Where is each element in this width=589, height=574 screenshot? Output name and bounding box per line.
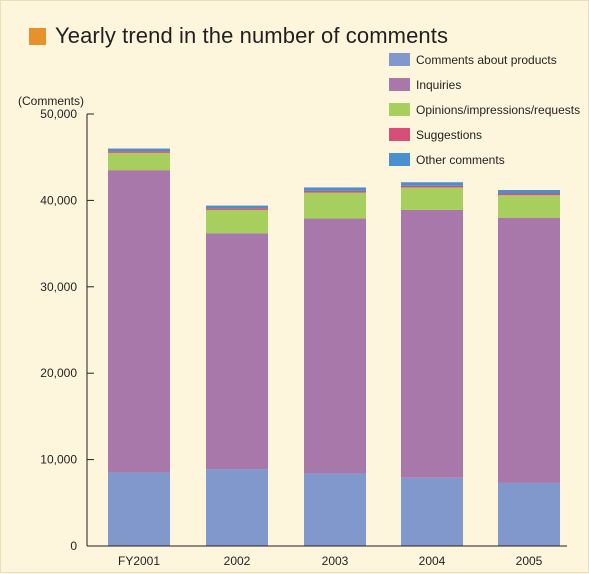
title-marker-icon [29,27,46,45]
legend-swatch [389,53,410,66]
bar-segment [108,151,170,153]
y-tick-label: 30,000 [40,280,77,294]
bar-segment [108,152,170,171]
legend-label: Suggestions [416,128,482,142]
bar-segment [206,469,268,546]
bar-segment [401,209,463,478]
bar-segment [401,477,463,546]
bar-segment [206,233,268,470]
axes: 0 10,000 20,000 30,000 40,000 50,000 FY2001 200… [40,107,567,568]
bar-segment [304,190,366,193]
x-tick-label: 2005 [516,554,543,568]
legend-swatch [389,128,410,141]
x-tick-label: 2003 [322,554,349,568]
legend-label: Inquiries [416,78,461,92]
x-tick-label: 2002 [224,554,251,568]
bar-segment [206,209,268,234]
bars [108,148,560,546]
bar-segment [401,182,463,186]
bar-segment [304,187,366,191]
chart-title-row: Yearly trend in the number of comments [29,23,448,49]
chart-title: Yearly trend in the number of comments [55,23,449,48]
y-tick-label: 50,000 [40,107,77,121]
bar-segment [304,473,366,546]
bar-segment [401,187,463,210]
bar-segment [108,148,170,152]
bar-segment [498,193,560,196]
bar-segment [206,205,268,209]
bar-segment [108,170,170,473]
y-tick-label: 40,000 [40,193,77,207]
bar-segment [498,482,560,546]
legend-swatch [389,103,410,116]
legend-swatch [389,153,410,166]
bar-segment [401,185,463,188]
legend-swatch [389,78,410,91]
bar-segment [206,208,268,210]
bar-segment [108,472,170,546]
x-tick-label: 2004 [419,554,446,568]
y-tick-label: 10,000 [40,453,77,467]
legend: Comments about products Inquiries Opinions… [389,53,580,167]
x-tick-label: FY2001 [118,554,160,568]
y-axis-label: (Comments) [18,94,84,108]
legend-label: Opinions/impressions/requests [416,103,580,117]
legend-label: Other comments [416,153,505,167]
bar-segment [304,218,366,474]
y-tick-label: 20,000 [40,366,77,380]
y-tick-label: 0 [70,539,77,553]
bar-segment [498,190,560,194]
bar-segment [498,195,560,218]
bar-segment [498,217,560,483]
bar-segment [304,192,366,219]
legend-label: Comments about products [416,53,557,67]
